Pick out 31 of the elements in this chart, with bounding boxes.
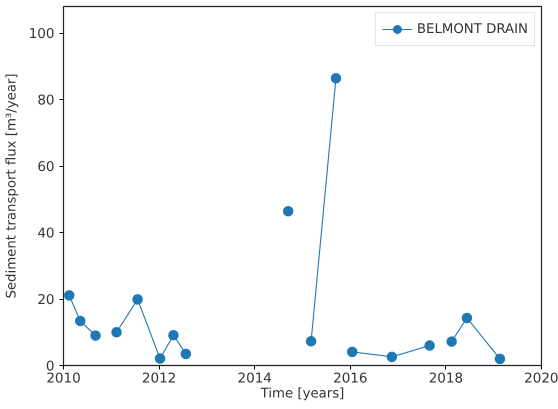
x-tick-label: 2014 [238, 370, 272, 386]
point [446, 336, 457, 347]
x-tick-label: 2018 [428, 370, 464, 386]
x-tick-label: 2016 [333, 370, 368, 386]
point [462, 312, 472, 324]
point [424, 340, 435, 351]
point [494, 354, 506, 364]
point [180, 348, 192, 360]
point [346, 346, 358, 358]
y-tick-label: 20 [37, 292, 55, 308]
y-tick-label: 40 [37, 226, 55, 242]
y-tick-label: 60 [37, 159, 55, 176]
point [132, 294, 143, 305]
y-tick-label: 100 [28, 26, 55, 42]
point [64, 290, 74, 301]
y-axis-title: Sediment transport flux [m³/year] [4, 73, 20, 299]
point [386, 352, 398, 362]
legend-label: BELMONT DRAIN [416, 22, 528, 36]
point [282, 206, 294, 217]
x-axis-title: Time [years] [260, 386, 344, 402]
x-tick-label: 2020 [524, 370, 558, 386]
y-tick-label: 80 [37, 92, 55, 109]
point [90, 330, 101, 341]
x-tick-label: 2010 [46, 370, 81, 386]
point [74, 316, 86, 326]
point [330, 73, 342, 84]
x-tick-label: 2012 [142, 370, 176, 386]
point [111, 327, 122, 338]
point [154, 353, 166, 364]
point [168, 330, 179, 340]
point [306, 336, 316, 346]
